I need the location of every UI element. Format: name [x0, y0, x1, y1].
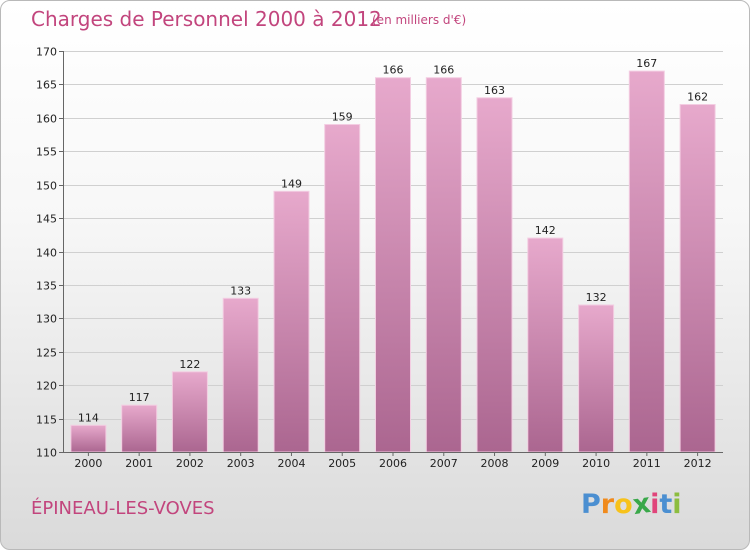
logo-letter: i — [650, 489, 660, 520]
value-label-2002: 122 — [179, 358, 200, 371]
y-tick-label: 145 — [36, 213, 57, 226]
x-tick-label-2003: 2003 — [227, 457, 255, 470]
y-tick-label: 170 — [36, 46, 57, 59]
x-tick-label-2007: 2007 — [430, 457, 458, 470]
logo-letter: o — [614, 489, 633, 520]
bar-2012 — [679, 104, 716, 453]
x-tick-label-2005: 2005 — [328, 457, 356, 470]
value-label-2004: 149 — [281, 177, 302, 190]
x-tick-label-2006: 2006 — [379, 457, 407, 470]
bar-2002 — [171, 371, 208, 453]
value-label-2008: 163 — [484, 84, 505, 97]
value-label-2007: 166 — [433, 64, 454, 77]
chart-subtitle: (en milliers d'€) — [372, 13, 467, 27]
value-label-2012: 162 — [687, 91, 708, 104]
bar-2011 — [628, 70, 665, 453]
logo-letter: r — [600, 489, 615, 520]
y-tick-label: 115 — [36, 414, 57, 427]
y-tick-label: 135 — [36, 280, 57, 293]
chart-title: Charges de Personnel 2000 à 2012 — [31, 7, 382, 31]
x-tick-label-2002: 2002 — [176, 457, 204, 470]
bar-2009 — [527, 237, 564, 453]
town-name: ÉPINEAU-LES-VOVES — [31, 498, 215, 519]
y-tick-label: 140 — [36, 247, 57, 260]
y-tick-label: 110 — [36, 447, 57, 460]
y-tick-label: 120 — [36, 380, 57, 393]
y-tick-label: 130 — [36, 313, 57, 326]
x-tick-label-2008: 2008 — [481, 457, 509, 470]
bar-2004 — [273, 190, 310, 453]
bar-2000 — [70, 424, 107, 453]
bar-2006 — [375, 77, 411, 453]
x-tick-label-2004: 2004 — [278, 457, 306, 470]
y-tick-label: 125 — [36, 347, 57, 360]
logo-letter: x — [630, 487, 653, 522]
x-tick-label-2010: 2010 — [582, 457, 610, 470]
bar-2005 — [324, 124, 361, 453]
y-tick-label: 165 — [36, 79, 57, 92]
x-tick-label-2011: 2011 — [633, 457, 661, 470]
x-tick-label-2000: 2000 — [74, 457, 102, 470]
bar-2008 — [476, 97, 513, 453]
logo-letter: P — [581, 489, 601, 520]
value-label-2009: 142 — [535, 224, 556, 237]
value-label-2000: 114 — [78, 411, 99, 424]
bars — [70, 70, 716, 453]
y-tick-label: 155 — [36, 146, 57, 159]
x-tick-label-2009: 2009 — [531, 457, 559, 470]
value-label-2005: 159 — [332, 111, 353, 124]
bar-2007 — [425, 77, 462, 453]
value-label-2006: 166 — [383, 64, 404, 77]
x-tick-label-2012: 2012 — [684, 457, 712, 470]
axes — [59, 51, 723, 456]
value-label-2010: 132 — [586, 291, 607, 304]
logo-letter: i — [672, 489, 682, 520]
y-tick-label: 160 — [36, 113, 57, 126]
logo-letter: t — [659, 489, 673, 520]
bar-2010 — [578, 304, 615, 453]
labels: 110 115 120 125 130 135 140 145 150 155 160 165 170 1… — [36, 46, 712, 471]
proxiti-logo: Proxiti — [581, 487, 682, 522]
value-label-2011: 167 — [636, 57, 657, 70]
y-tick-label: 150 — [36, 180, 57, 193]
bar-2003 — [222, 297, 259, 453]
x-tick-label-2001: 2001 — [125, 457, 153, 470]
value-label-2001: 117 — [129, 391, 150, 404]
bar-2001 — [121, 404, 158, 453]
value-label-2003: 133 — [230, 284, 251, 297]
